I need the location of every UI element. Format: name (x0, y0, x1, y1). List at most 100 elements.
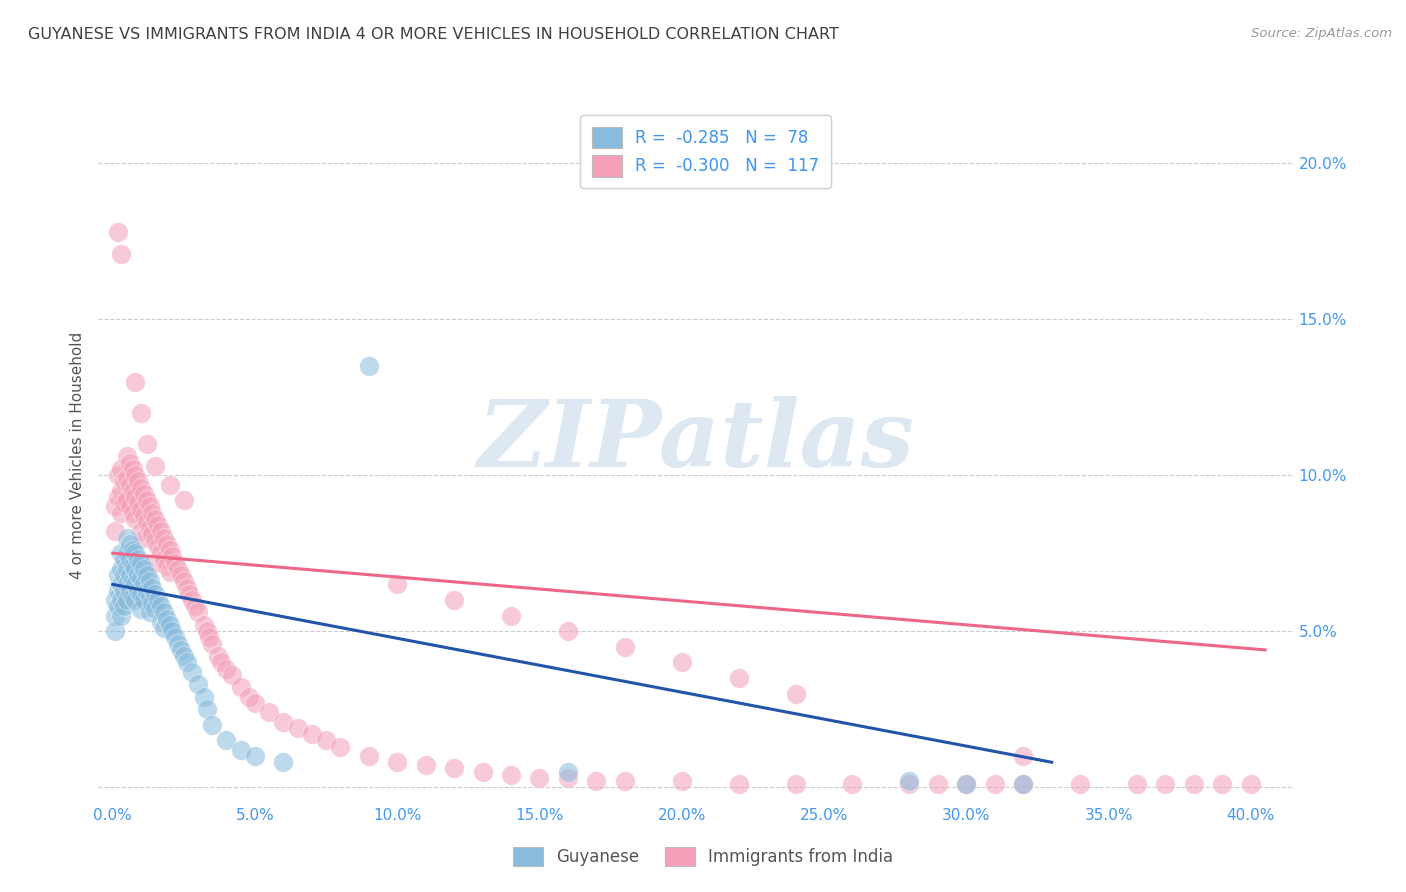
Point (727, 671, 749, 685)
Point (124, 546, 146, 560)
Point (143, 458, 166, 473)
Point (150, 615, 173, 629)
Point (129, 602, 152, 616)
Point (201, 718, 224, 732)
Point (104, 500, 127, 514)
Point (141, 581, 163, 595)
Point (115, 577, 138, 591)
Point (184, 599, 207, 614)
Point (167, 637, 190, 651)
Point (124, 468, 146, 483)
Point (112, 475, 135, 489)
Point (124, 593, 146, 607)
Point (129, 587, 152, 601)
Point (173, 574, 195, 589)
Point (671, 774, 693, 789)
Point (209, 656, 232, 670)
Point (215, 733, 238, 747)
Point (132, 531, 155, 545)
Point (143, 533, 166, 548)
Point (221, 668, 243, 682)
Point (107, 568, 129, 582)
Point (1069, 777, 1091, 791)
Point (132, 508, 155, 523)
Point (385, 577, 409, 591)
Point (273, 756, 295, 770)
Point (984, 777, 1007, 791)
Point (141, 506, 163, 520)
Point (198, 631, 221, 645)
Point (135, 568, 157, 582)
Point (112, 599, 135, 614)
Point (143, 602, 166, 616)
Point (273, 714, 295, 729)
Point (170, 643, 193, 657)
Point (159, 618, 181, 632)
Point (162, 624, 184, 639)
Point (138, 500, 160, 514)
Point (357, 749, 380, 764)
Point (159, 543, 181, 558)
Point (127, 583, 149, 598)
Point (385, 756, 409, 770)
Point (1012, 749, 1035, 764)
Point (1012, 777, 1035, 791)
Point (115, 546, 138, 560)
Point (173, 649, 195, 664)
Point (129, 481, 152, 495)
Point (129, 524, 152, 539)
Point (557, 771, 579, 785)
Point (124, 512, 146, 526)
Point (143, 512, 166, 526)
Point (176, 656, 198, 670)
Point (243, 696, 266, 710)
Point (215, 662, 238, 676)
Point (148, 540, 170, 554)
Point (104, 624, 127, 639)
Point (153, 531, 176, 545)
Point (112, 496, 135, 510)
Point (141, 596, 163, 610)
Point (1182, 777, 1205, 791)
Point (112, 583, 135, 598)
Point (135, 515, 157, 529)
Point (135, 437, 157, 451)
Point (499, 768, 522, 782)
Point (167, 562, 190, 576)
Point (170, 568, 193, 582)
Point (110, 506, 132, 520)
Point (107, 225, 129, 239)
Point (124, 490, 146, 504)
Y-axis label: 4 or more Vehicles in Household: 4 or more Vehicles in Household (70, 331, 86, 579)
Point (129, 556, 152, 570)
Point (173, 493, 195, 508)
Point (107, 490, 129, 504)
Point (257, 706, 280, 720)
Point (129, 502, 152, 516)
Point (127, 475, 149, 489)
Point (529, 771, 551, 785)
Point (557, 764, 579, 779)
Point (118, 477, 141, 491)
Point (287, 721, 309, 735)
Point (1012, 777, 1035, 791)
Point (1240, 777, 1263, 791)
Point (229, 743, 252, 757)
Point (150, 546, 173, 560)
Point (613, 774, 636, 789)
Point (141, 527, 163, 541)
Point (156, 558, 179, 573)
Point (159, 477, 181, 491)
Point (955, 777, 977, 791)
Point (193, 690, 215, 704)
Point (124, 375, 146, 389)
Point (1154, 777, 1177, 791)
Point (112, 552, 135, 566)
Point (110, 483, 132, 498)
Point (132, 577, 155, 591)
Point (785, 687, 807, 701)
Point (898, 774, 921, 789)
Point (104, 608, 127, 623)
Text: ZIPatlas: ZIPatlas (478, 396, 914, 486)
Point (159, 565, 181, 579)
